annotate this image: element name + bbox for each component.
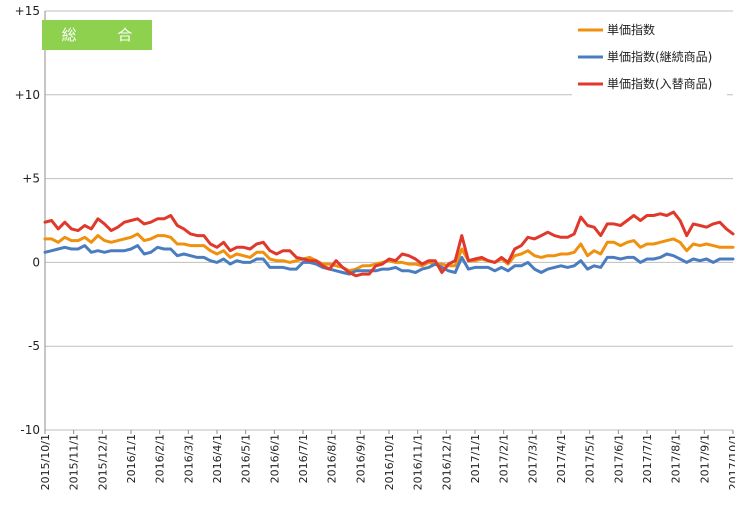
x-tick-label: 2016/10/1 bbox=[383, 434, 396, 490]
x-tick-label: 2017/2/1 bbox=[498, 434, 511, 483]
x-tick-label: 2016/6/1 bbox=[268, 434, 281, 483]
x-tick-label: 2015/10/1 bbox=[39, 434, 52, 490]
x-tick-label: 2017/10/1 bbox=[727, 434, 735, 490]
y-tick-label: -5 bbox=[28, 339, 40, 353]
x-tick-label: 2016/1/1 bbox=[125, 434, 138, 483]
x-tick-label: 2017/4/1 bbox=[555, 434, 568, 483]
axes bbox=[44, 11, 734, 434]
y-axis-ticks: +15 +10 +5 0 -5 -10 bbox=[15, 4, 40, 437]
legend-label: 単価指数(入替商品) bbox=[607, 76, 712, 91]
series-lines bbox=[43, 210, 735, 278]
legend-label: 単価指数(継続商品) bbox=[607, 49, 712, 64]
series-line bbox=[43, 210, 735, 278]
x-tick-label: 2017/5/1 bbox=[584, 434, 597, 483]
series-line bbox=[43, 244, 735, 276]
y-tick-label: -10 bbox=[20, 423, 40, 437]
x-tick-label: 2016/2/1 bbox=[154, 434, 167, 483]
y-tick-label: +5 bbox=[22, 172, 40, 186]
x-tick-label: 2017/8/1 bbox=[670, 434, 683, 483]
x-tick-label: 2015/11/1 bbox=[68, 434, 81, 490]
y-tick-label: +10 bbox=[15, 88, 40, 102]
x-tick-label: 2015/12/1 bbox=[96, 434, 109, 490]
x-axis-ticks: 2015/10/1 2015/11/1 2015/12/1 2016/1/1 2016/… bbox=[39, 434, 735, 490]
x-tick-label: 2016/4/1 bbox=[211, 434, 224, 483]
x-tick-label: 2016/12/1 bbox=[440, 434, 453, 490]
x-tick-label: 2017/9/1 bbox=[698, 434, 711, 483]
x-tick-label: 2016/9/1 bbox=[354, 434, 367, 483]
x-tick-label: 2017/6/1 bbox=[612, 434, 625, 483]
legend-label: 単価指数 bbox=[607, 22, 655, 37]
x-tick-label: 2016/8/1 bbox=[326, 434, 339, 483]
x-tick-label: 2016/11/1 bbox=[412, 434, 425, 490]
category-badge: 総 合 bbox=[42, 20, 152, 50]
x-tick-label: 2016/7/1 bbox=[297, 434, 310, 483]
x-tick-label: 2017/1/1 bbox=[469, 434, 482, 483]
y-tick-label: +15 bbox=[15, 4, 40, 18]
y-tick-label: 0 bbox=[32, 255, 40, 269]
x-tick-label: 2017/3/1 bbox=[526, 434, 539, 483]
x-tick-label: 2017/7/1 bbox=[641, 434, 654, 483]
x-tick-label: 2016/5/1 bbox=[240, 434, 253, 483]
x-tick-label: 2016/3/1 bbox=[182, 434, 195, 483]
